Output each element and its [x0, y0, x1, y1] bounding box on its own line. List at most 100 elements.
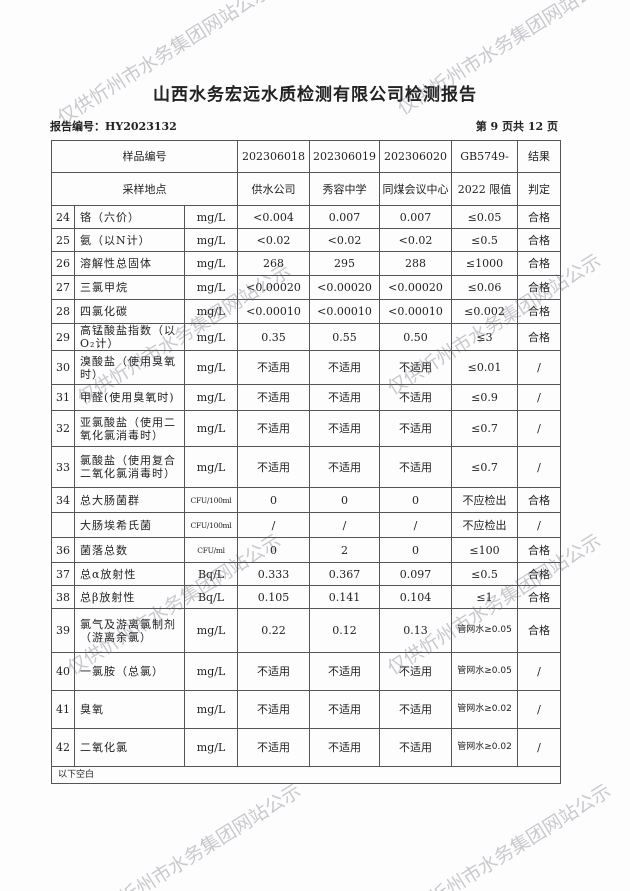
value: 不适用 [379, 652, 453, 691]
value: 不适用 [237, 384, 311, 411]
value: 0.13 [379, 608, 453, 653]
row-number: 27 [51, 275, 75, 300]
row-number: 40 [51, 652, 75, 691]
value: 不适用 [379, 446, 453, 488]
unit: mg/L [183, 652, 239, 691]
site: 供水公司 [237, 172, 311, 206]
table-row: 37 总α放射性 Bq/L 0.333 0.367 0.097 ≤0.5 合格 [51, 562, 562, 586]
value: 不适用 [237, 410, 311, 447]
value: 不适用 [309, 410, 381, 447]
value: 不适用 [309, 350, 381, 385]
watermark: 仅供忻州市水务集团网站公示 [53, 0, 275, 130]
item-name: 溶解性总固体 [74, 251, 185, 276]
value: 不适用 [379, 350, 453, 385]
result: 合格 [517, 323, 562, 351]
sample-no: 202306019 [309, 140, 381, 173]
site-label: 采样地点 [50, 172, 239, 206]
value: 0.22 [237, 608, 311, 653]
limit: ≤0.5 [451, 562, 519, 586]
item-name: 氯气及游离氯制剂（游离余氯） [74, 608, 185, 653]
unit: mg/L [183, 608, 239, 653]
value: 268 [237, 251, 311, 276]
value: 0 [237, 487, 311, 513]
value: <0.00010 [237, 299, 311, 324]
limit: ≤100 [451, 537, 519, 563]
value: 不适用 [237, 446, 311, 488]
value: <0.00010 [309, 299, 381, 324]
item-name: 高锰酸盐指数（以O₂计） [74, 323, 185, 351]
table-row: 26 溶解性总固体 mg/L 268 295 288 ≤1000 合格 [51, 251, 562, 276]
results-table: 样品编号 202306018 202306019 202306020 GB574… [50, 140, 562, 784]
value: 0.35 [237, 323, 311, 351]
table-row: 40 一氯胺（总氯） mg/L 不适用 不适用 不适用 管网水≥0.05/ [51, 652, 562, 691]
page-number: 第 9 页共 12 页 [475, 120, 558, 133]
unit: mg/L [183, 251, 239, 276]
item-name: 溴酸盐（使用臭氧时） [74, 350, 185, 385]
footer-row: 以下空白 [50, 766, 562, 784]
row-number: 25 [51, 228, 75, 252]
value: <0.00020 [309, 275, 381, 300]
result-header: 判定 [517, 172, 562, 206]
unit: mg/L [183, 690, 239, 729]
item-name: 总α放射性 [74, 562, 185, 586]
table-row: 42 二氧化氯 mg/L 不适用 不适用 不适用 管网水≥0.02/ [51, 728, 562, 767]
item-name: 三氯甲烷 [74, 275, 185, 300]
limit: ≤3 [451, 323, 519, 351]
value: 288 [379, 251, 453, 276]
row-number: 33 [51, 446, 75, 488]
value: 不适用 [379, 690, 453, 729]
table-row: 大肠埃希氏菌 CFU/100ml / / / 不应检出 / [51, 512, 562, 538]
limit: ≤1000 [451, 251, 519, 276]
report-number: 报告编号：HY2023132 [50, 120, 177, 133]
value: 0 [379, 487, 453, 513]
result: / [517, 512, 562, 538]
row-number: 26 [51, 251, 75, 276]
value: 0.105 [237, 585, 311, 609]
value: <0.00020 [379, 275, 453, 300]
unit: CFU/100ml [183, 512, 239, 538]
result: 合格 [517, 487, 562, 513]
value: 不适用 [379, 410, 453, 447]
item-name: 氨（以N计） [74, 228, 185, 252]
limit: ≤0.01 [451, 350, 519, 385]
row-number: 34 [51, 487, 75, 513]
item-name: 臭氧 [74, 690, 185, 729]
value: 不适用 [379, 384, 453, 411]
unit: mg/L [183, 228, 239, 252]
value: 0 [237, 537, 311, 563]
limit: ≤1 [451, 585, 519, 609]
value: 0 [309, 487, 381, 513]
result: / [517, 350, 562, 385]
item-name: 铬（六价） [74, 205, 185, 229]
value: 不适用 [309, 446, 381, 488]
footer-note: 以下空白 [50, 766, 562, 784]
limit: ≤0.05 [451, 205, 519, 229]
limit: 管网水≥0.02 [451, 690, 519, 729]
table-row: 38 总β放射性 Bq/L 0.105 0.141 0.104 ≤1 合格 [51, 585, 562, 609]
value: <0.00020 [237, 275, 311, 300]
item-name: 一氯胺（总氯） [74, 652, 185, 691]
value: <0.004 [237, 205, 311, 229]
sample-no: 202306018 [237, 140, 311, 173]
item-name: 菌落总数 [74, 537, 185, 563]
result: 合格 [517, 537, 562, 563]
table-row: 25 氨（以N计） mg/L <0.02 <0.02 <0.02 ≤0.5 合格 [51, 228, 562, 252]
limit: ≤0.7 [451, 410, 519, 447]
value: 0.367 [309, 562, 381, 586]
value: 0.12 [309, 608, 381, 653]
value: / [309, 512, 381, 538]
unit: Bq/L [183, 562, 239, 586]
value: 0 [379, 537, 453, 563]
value: 不适用 [309, 690, 381, 729]
site: 秀容中学 [309, 172, 381, 206]
result: 合格 [517, 562, 562, 586]
value: 0.333 [237, 562, 311, 586]
result: 合格 [517, 299, 562, 324]
sample-no-label: 样品编号 [50, 140, 239, 173]
limit: 管网水≥0.05 [451, 652, 519, 691]
table-row: 28 四氯化碳 mg/L <0.00010 <0.00010 <0.00010 ≤0.002… [51, 299, 562, 324]
result: / [517, 384, 562, 411]
value: 不适用 [237, 728, 311, 767]
header-row-site: 采样地点 供水公司 秀容中学 同煤会议中心 2022 限值 判定 [50, 172, 562, 206]
row-number: 28 [51, 299, 75, 324]
